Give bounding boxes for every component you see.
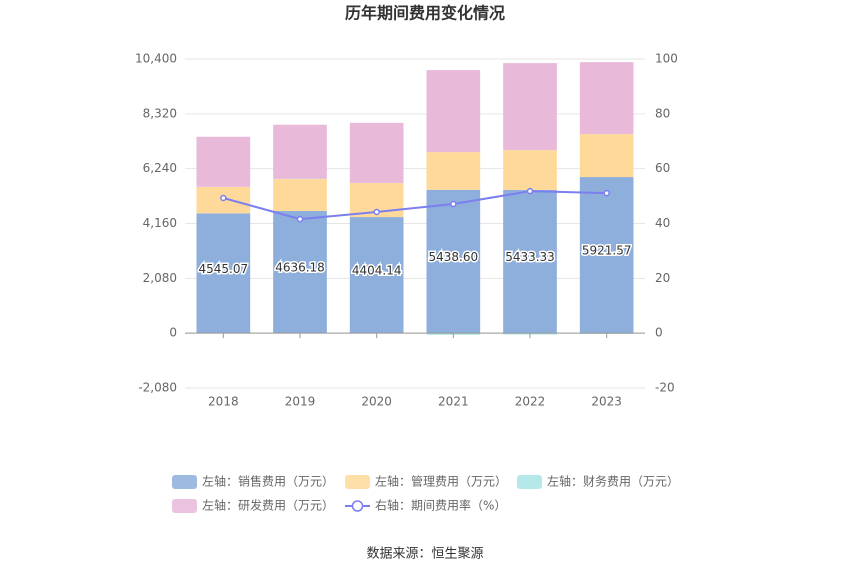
bar-segment	[196, 213, 251, 334]
x-tick-label: 2023	[591, 395, 622, 409]
x-tick-label: 2022	[515, 395, 546, 409]
legend-swatch	[172, 499, 197, 513]
rate-line	[223, 190, 607, 221]
y2-tick-label: 20	[655, 271, 670, 285]
legend-label: 左轴：销售费用（万元）	[202, 474, 334, 489]
value-label: 4636.18	[275, 261, 325, 275]
legend-label: 左轴：管理费用（万元）	[375, 474, 507, 489]
legend-swatch	[172, 475, 197, 489]
rate-point	[450, 200, 457, 208]
y-tick-label: 10,400	[135, 52, 177, 66]
bar-segment	[579, 134, 634, 178]
legend-marker	[351, 500, 364, 512]
bar-segment	[579, 62, 634, 135]
legend-swatch	[517, 475, 542, 489]
y-tick-label: 6,240	[143, 161, 177, 175]
value-label: 4545.07	[199, 262, 249, 276]
bar-segment	[349, 217, 404, 334]
x-tick-label: 2019	[285, 395, 316, 409]
rate-point	[220, 194, 227, 202]
legend-label: 左轴：研发费用（万元）	[202, 498, 334, 513]
x-tick-label: 2020	[361, 395, 392, 409]
bar-segment	[503, 63, 557, 151]
y-tick-label: 8,320	[143, 106, 177, 120]
y2-tick-label: 60	[655, 161, 670, 175]
legend-label: 左轴：财务费用（万元）	[547, 474, 679, 489]
y2-tick-label: 0	[655, 326, 663, 340]
bar-segment	[503, 150, 557, 190]
bar-segment	[273, 179, 327, 211]
y-tick-label: 2,080	[143, 271, 177, 285]
bar-segment	[196, 136, 251, 187]
value-label: 5433.33	[505, 250, 555, 264]
y2-tick-label: 100	[655, 52, 678, 66]
value-label: 5438.60	[429, 250, 479, 264]
chart-title: 历年期间费用变化情况	[345, 4, 505, 23]
y2-tick-label: -20	[655, 381, 675, 395]
bar-segment	[426, 152, 481, 190]
bar-segment	[579, 177, 634, 334]
y-tick-label: 0	[169, 326, 177, 340]
x-tick-label: 2018	[208, 395, 239, 409]
value-label: 5921.57	[582, 244, 632, 258]
bar-segment	[426, 189, 481, 334]
y2-tick-label: 40	[655, 216, 670, 230]
legend-swatch	[345, 475, 370, 489]
rate-point	[296, 215, 304, 223]
bar-segment	[426, 70, 481, 153]
rate-point	[603, 189, 610, 197]
y2-tick-label: 80	[655, 106, 670, 120]
rate-point	[526, 187, 534, 195]
bar-segment	[503, 189, 557, 334]
bar-segment	[273, 210, 327, 334]
x-tick-label: 2021	[438, 395, 469, 409]
y-tick-label: -2,080	[138, 381, 177, 395]
rate-point	[373, 208, 380, 216]
value-label: 4404.14	[352, 264, 402, 278]
source: 数据来源：恒生聚源	[366, 547, 483, 562]
bar-segment	[273, 124, 327, 179]
y-tick-label: 4,160	[143, 216, 177, 230]
legend-label: 右轴：期间费用率（%）	[375, 498, 506, 513]
bar-segment	[349, 122, 404, 183]
